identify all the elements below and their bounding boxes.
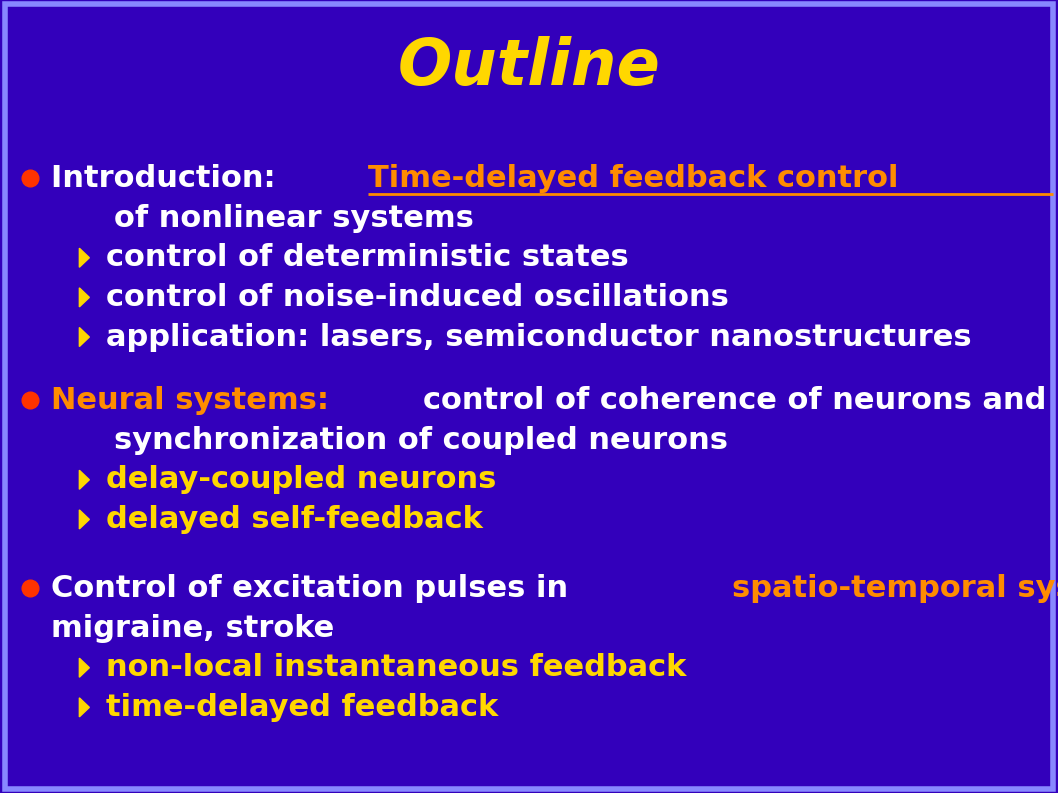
Polygon shape [79,470,89,489]
Text: synchronization of coupled neurons: synchronization of coupled neurons [114,426,728,454]
Polygon shape [79,658,89,677]
Polygon shape [79,248,89,267]
FancyBboxPatch shape [5,4,1053,789]
Text: control of noise-induced oscillations: control of noise-induced oscillations [106,283,729,312]
Text: time-delayed feedback: time-delayed feedback [106,693,498,722]
Polygon shape [79,288,89,307]
Text: Introduction:: Introduction: [51,164,296,193]
Text: migraine, stroke: migraine, stroke [51,614,334,642]
Polygon shape [79,510,89,529]
Text: control of deterministic states: control of deterministic states [106,243,628,272]
Text: non-local instantaneous feedback: non-local instantaneous feedback [106,653,687,682]
Text: Control of excitation pulses in: Control of excitation pulses in [51,574,579,603]
Text: Outline: Outline [398,36,660,98]
Text: Neural systems:: Neural systems: [51,386,340,415]
Text: Time-delayed feedback control: Time-delayed feedback control [368,164,898,193]
Text: delay-coupled neurons: delay-coupled neurons [106,465,496,494]
Text: spatio-temporal systems:: spatio-temporal systems: [732,574,1058,603]
Text: of nonlinear systems: of nonlinear systems [114,204,474,232]
Polygon shape [79,328,89,347]
Text: application: lasers, semiconductor nanostructures: application: lasers, semiconductor nanos… [106,323,971,351]
Polygon shape [79,698,89,717]
Text: control of coherence of neurons and: control of coherence of neurons and [423,386,1046,415]
Text: delayed self-feedback: delayed self-feedback [106,505,482,534]
